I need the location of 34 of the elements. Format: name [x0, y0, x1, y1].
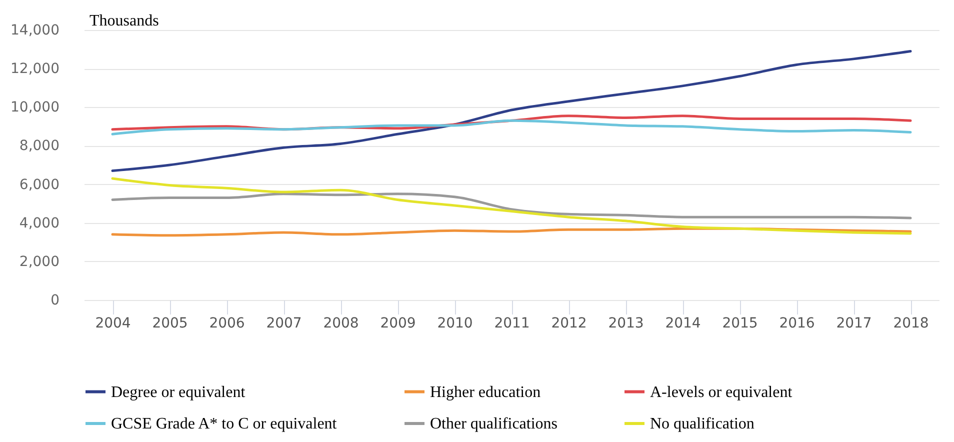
x-tick-label: 2014 — [665, 316, 701, 332]
x-tick-label: 2013 — [608, 316, 644, 332]
line-series — [111, 192, 912, 220]
line-series — [111, 50, 912, 172]
y-tick-label: 10,000 — [10, 100, 60, 116]
x-tick-label: 2012 — [551, 316, 587, 332]
y-tick-label: 0 — [50, 292, 60, 308]
x-tick-label: 2015 — [722, 316, 758, 332]
legend-label: A-levels or equivalent — [650, 384, 793, 401]
x-tick-label: 2016 — [779, 316, 815, 332]
y-tick-label: 14,000 — [10, 22, 60, 38]
legend-label: No qualification — [650, 416, 754, 432]
x-tick-label: 2006 — [209, 316, 245, 332]
y-tick-label: 4,000 — [19, 215, 60, 232]
line-series — [111, 177, 912, 235]
x-tick-label: 2009 — [380, 316, 416, 332]
x-tick-label: 2007 — [266, 316, 302, 332]
y-axis-title: Thousands — [90, 12, 159, 30]
x-tick-label: 2011 — [494, 316, 530, 332]
x-tick-label: 2010 — [437, 316, 473, 332]
legend-label: GCSE Grade A* to C or equivalent — [111, 416, 338, 432]
y-tick-label: 8,000 — [19, 138, 60, 154]
line-series — [111, 119, 912, 136]
x-tick-label: 2008 — [323, 316, 359, 332]
x-tick-label: 2018 — [893, 316, 929, 332]
x-tick-label: 2004 — [95, 316, 131, 332]
legend-label: Higher education — [430, 384, 541, 401]
legend-label: Other qualifications — [430, 416, 558, 432]
legend-label: Degree or equivalent — [111, 384, 246, 401]
x-tick-label: 2017 — [836, 316, 872, 332]
x-tick-label: 2005 — [152, 316, 188, 332]
y-tick-label: 6,000 — [19, 176, 60, 193]
y-tick-label: 2,000 — [19, 254, 60, 270]
y-tick-label: 12,000 — [10, 61, 60, 78]
